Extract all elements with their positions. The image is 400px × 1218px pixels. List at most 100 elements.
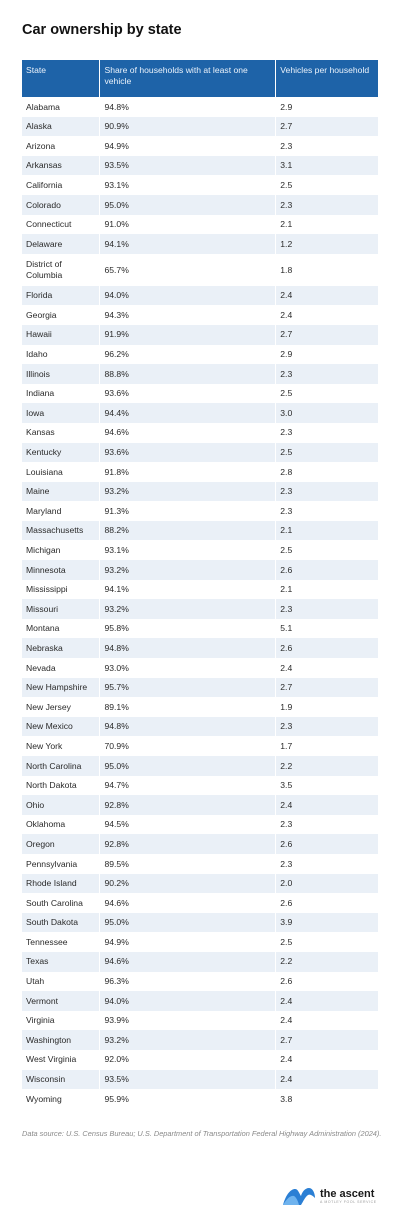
cell-vehicles: 3.1 [275, 155, 378, 176]
table-row: Ohio 92.8% 2.4 [22, 795, 378, 815]
cell-vehicles: 3.8 [275, 1089, 378, 1109]
cell-share: 93.2% [99, 599, 277, 619]
cell-share: 91.3% [99, 501, 277, 521]
cell-vehicles: 3.5 [275, 775, 378, 796]
table-row: North Dakota 94.7% 3.5 [22, 775, 378, 796]
cell-state: Ohio [22, 795, 101, 815]
cell-share: 93.6% [99, 442, 277, 463]
cell-share: 93.2% [99, 560, 277, 580]
cell-share: 94.6% [99, 951, 277, 972]
cell-state: Connecticut [22, 214, 101, 235]
cell-share: 88.8% [99, 364, 277, 384]
cell-share: 93.6% [99, 383, 277, 404]
cell-vehicles: 2.7 [275, 1030, 378, 1050]
cell-state: Delaware [22, 234, 101, 254]
cell-vehicles: 2.5 [275, 383, 378, 404]
cell-state: Oregon [22, 834, 101, 854]
table-row: Nevada 93.0% 2.4 [22, 658, 378, 678]
cell-vehicles: 2.3 [275, 364, 378, 384]
cell-share: 94.7% [99, 775, 277, 796]
cell-share: 65.7% [99, 253, 277, 286]
cell-state: New Jersey [22, 697, 101, 717]
table-row: Missouri 93.2% 2.3 [22, 599, 378, 619]
cell-share: 94.9% [99, 932, 277, 952]
car-ownership-table: State Share of households with at least … [22, 60, 378, 1109]
cell-share: 94.3% [99, 305, 277, 325]
cell-share: 94.1% [99, 234, 277, 254]
table-row: Utah 96.3% 2.6 [22, 971, 378, 992]
cell-share: 91.8% [99, 462, 277, 482]
cell-vehicles: 2.9 [275, 97, 378, 117]
cell-vehicles: 2.3 [275, 136, 378, 156]
cell-state: Tennessee [22, 932, 101, 952]
cell-share: 93.9% [99, 1010, 277, 1031]
logo-name: the ascent [320, 1187, 375, 1200]
cell-vehicles: 2.3 [275, 716, 378, 737]
cell-share: 90.2% [99, 873, 277, 894]
cell-vehicles: 2.4 [275, 1049, 378, 1070]
table-row: North Carolina 95.0% 2.2 [22, 756, 378, 776]
cell-state: Maine [22, 481, 101, 502]
cell-vehicles: 2.4 [275, 1069, 378, 1090]
cell-state: Iowa [22, 403, 101, 423]
table-row: Washington 93.2% 2.7 [22, 1030, 378, 1050]
cell-share: 94.9% [99, 136, 277, 156]
cell-vehicles: 2.4 [275, 285, 378, 306]
cell-vehicles: 2.0 [275, 873, 378, 894]
cell-state: Georgia [22, 305, 101, 325]
cell-state: Idaho [22, 344, 101, 365]
table-row: Maryland 91.3% 2.3 [22, 501, 378, 521]
cell-share: 94.8% [99, 716, 277, 737]
column-header-share: Share of households with at least one ve… [99, 60, 277, 97]
cell-state: Wyoming [22, 1089, 101, 1109]
cell-state: Louisiana [22, 462, 101, 482]
cell-share: 93.0% [99, 658, 277, 678]
cell-state: South Carolina [22, 893, 101, 913]
table-row: New York 70.9% 1.7 [22, 736, 378, 756]
cell-state: South Dakota [22, 912, 101, 933]
table-row: South Dakota 95.0% 3.9 [22, 912, 378, 933]
cell-vehicles: 2.3 [275, 422, 378, 443]
cell-share: 94.4% [99, 403, 277, 423]
table-row: Delaware 94.1% 1.2 [22, 234, 378, 254]
cell-vehicles: 3.9 [275, 912, 378, 933]
table-row: Texas 94.6% 2.2 [22, 951, 378, 972]
cell-share: 91.9% [99, 324, 277, 345]
table-row: West Virginia 92.0% 2.4 [22, 1049, 378, 1070]
cell-vehicles: 2.6 [275, 893, 378, 913]
cell-state: Kentucky [22, 442, 101, 463]
cell-share: 93.1% [99, 540, 277, 561]
cell-state: Alaska [22, 116, 101, 137]
cell-vehicles: 2.2 [275, 756, 378, 776]
table-row: Colorado 95.0% 2.3 [22, 194, 378, 215]
cell-vehicles: 2.7 [275, 677, 378, 698]
cell-share: 89.1% [99, 697, 277, 717]
cell-vehicles: 2.7 [275, 324, 378, 345]
table-row: Alaska 90.9% 2.7 [22, 116, 378, 137]
cell-state: Nebraska [22, 638, 101, 659]
cell-share: 95.8% [99, 618, 277, 639]
table-header: State Share of households with at least … [22, 60, 378, 97]
table-row: Massachusetts 88.2% 2.1 [22, 520, 378, 541]
cell-state: New Mexico [22, 716, 101, 737]
table-row: New Jersey 89.1% 1.9 [22, 697, 378, 717]
cell-state: Washington [22, 1030, 101, 1050]
cell-share: 95.9% [99, 1089, 277, 1109]
cell-state: Wisconsin [22, 1069, 101, 1090]
cell-share: 94.0% [99, 285, 277, 306]
cell-state: Kansas [22, 422, 101, 443]
cell-state: Vermont [22, 991, 101, 1011]
cell-share: 93.5% [99, 1069, 277, 1090]
cell-share: 92.8% [99, 834, 277, 854]
cell-share: 96.2% [99, 344, 277, 365]
table-row: Indiana 93.6% 2.5 [22, 383, 378, 404]
cell-state: West Virginia [22, 1049, 101, 1070]
cell-vehicles: 2.3 [275, 814, 378, 835]
cell-share: 91.0% [99, 214, 277, 235]
cell-vehicles: 5.1 [275, 618, 378, 639]
cell-vehicles: 2.9 [275, 344, 378, 365]
table-row: Louisiana 91.8% 2.8 [22, 462, 378, 482]
table-row: Connecticut 91.0% 2.1 [22, 214, 378, 235]
cell-share: 70.9% [99, 736, 277, 756]
cell-vehicles: 2.4 [275, 991, 378, 1011]
